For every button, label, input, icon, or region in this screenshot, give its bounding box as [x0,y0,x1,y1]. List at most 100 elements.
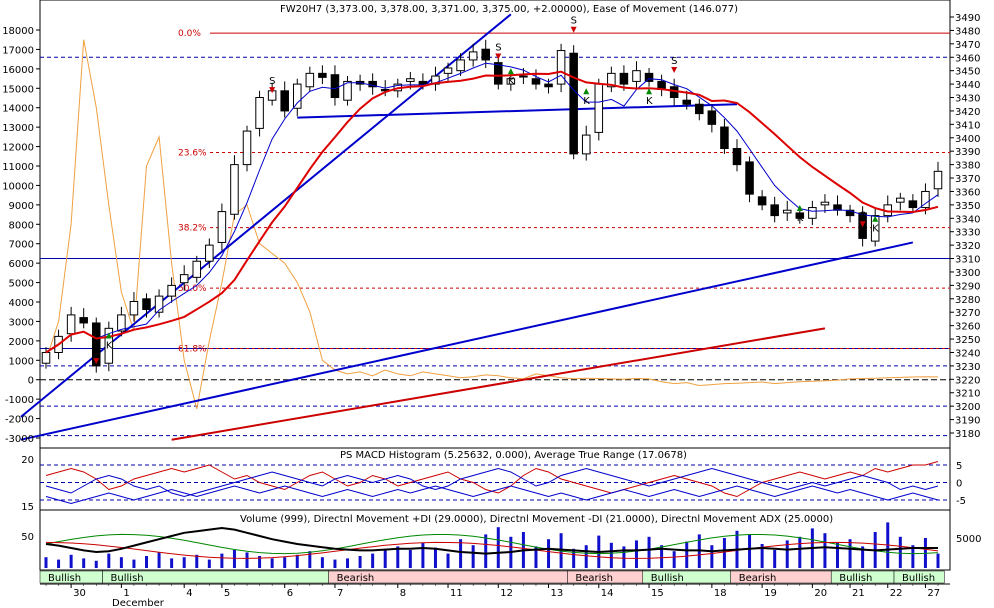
candle-body [117,314,126,332]
date-tick-label: 13 [551,588,564,599]
volume-bar [358,556,362,568]
buy-arrow-icon [872,215,879,222]
fib-label: 61.8% [178,344,207,354]
date-axis: 30 1 4 5 6 7 8 11 12 13 14 15 18 19 20 21 22 27 [40,583,950,599]
macd-right-tick: 5 [956,461,962,472]
candle-body [41,351,51,364]
candle-body [870,215,880,242]
candle-body [318,72,327,78]
fib-label: 0.0% [178,29,201,39]
candle-body [217,211,227,243]
volume-bar [572,548,576,568]
price-tick-label: 3300 [955,268,980,279]
price-tick-label: 3240 [955,348,980,359]
volume-bar [333,559,337,568]
candle-body [456,59,465,72]
candle-body [720,126,729,150]
candle-body [255,97,264,129]
volume-bar [421,542,425,568]
phase-label: Bullish [111,573,144,584]
signal-label: S [495,43,501,54]
buy-arrow-icon [583,88,590,95]
volume-bar [936,553,940,568]
eom-tick-label: 15000 [2,84,34,95]
date-tick-label: 8 [400,588,406,599]
sell-arrow-icon [570,26,577,33]
candle-body [795,212,805,219]
candle-body [418,80,428,85]
macd-series-line [45,467,939,498]
volume-bar [898,536,902,568]
candle-body [531,78,541,85]
volume-panel-title: Volume (999), Directnl Movement +DI (29.… [240,514,833,525]
volume-bar [371,553,375,568]
candle-body [745,161,754,195]
eom-tick-label: 4000 [9,298,34,309]
macd-right-tick: 0 [956,479,962,490]
signal-label: S [269,76,275,87]
phase-label: Bearish [337,573,375,584]
phase-label: Bearish [739,573,777,584]
phase-label: Bullish [902,573,935,584]
eom-tick-label: 2000 [9,337,34,348]
volume-bar [685,541,689,568]
buy-arrow-icon [105,332,112,339]
trendline [171,327,826,441]
candle-body [845,209,855,217]
eom-tick-label: 8000 [9,220,34,231]
candle-body [644,72,654,82]
candle-body [192,260,202,278]
eom-tick-label: 14000 [2,104,34,115]
volume-bar [220,553,224,568]
candle-body [494,62,503,85]
candle-body [619,72,629,85]
eom-tick-label: 9000 [9,201,34,212]
candle-body [330,74,340,99]
candle-body [556,50,566,85]
price-tick-label: 3290 [955,281,980,292]
di-plus-line [45,533,939,555]
price-tick-label: 3310 [955,255,980,266]
price-tick-label: 3440 [955,80,980,91]
volume-bar [283,557,287,568]
price-tick-label: 3390 [955,147,980,158]
volume-bar [584,545,588,568]
date-tick-label: 7 [337,588,343,599]
volume-bar [207,559,211,568]
price-tick-label: 3250 [955,335,980,346]
signal-label: S [671,56,677,67]
volume-axis: 50 5000 [21,532,981,545]
volume-bar [295,554,299,568]
sell-arrow-icon [671,66,678,73]
trendlines [20,13,914,441]
fib-label: 23.6% [178,149,207,159]
sell-arrow-icon [269,87,276,94]
price-tick-label: 3470 [955,40,980,51]
volume-bar [823,533,827,568]
fib-label: 38.2% [178,224,207,234]
volume-bar [722,538,726,568]
price-tick-label: 3350 [955,201,980,212]
candle-body [544,83,553,88]
price-tick-label: 3200 [955,402,980,413]
candle-body [142,298,151,311]
eom-tick-label: 6000 [9,259,34,270]
price-tick-label: 3450 [955,67,980,78]
macd-left-tick: 15 [21,502,34,513]
adx-line [45,526,938,555]
price-tick-label: 3320 [955,241,980,252]
candle-body [921,190,930,209]
moving-averages [45,62,939,354]
candle-body [305,72,315,88]
volume-bar [132,559,136,568]
fibonacci-levels: 0.0% 23.6% 38.2% 50.0% 61.8% [178,29,950,354]
volume-bar [408,550,412,568]
candlesticks [41,39,943,373]
volume-bar [396,546,400,568]
eom-tick-label: -2000 [5,415,34,426]
trendline [297,103,738,119]
price-tick-label: 3490 [955,13,980,24]
phase-label: Bullish [839,573,872,584]
dmi-lines [45,526,939,559]
